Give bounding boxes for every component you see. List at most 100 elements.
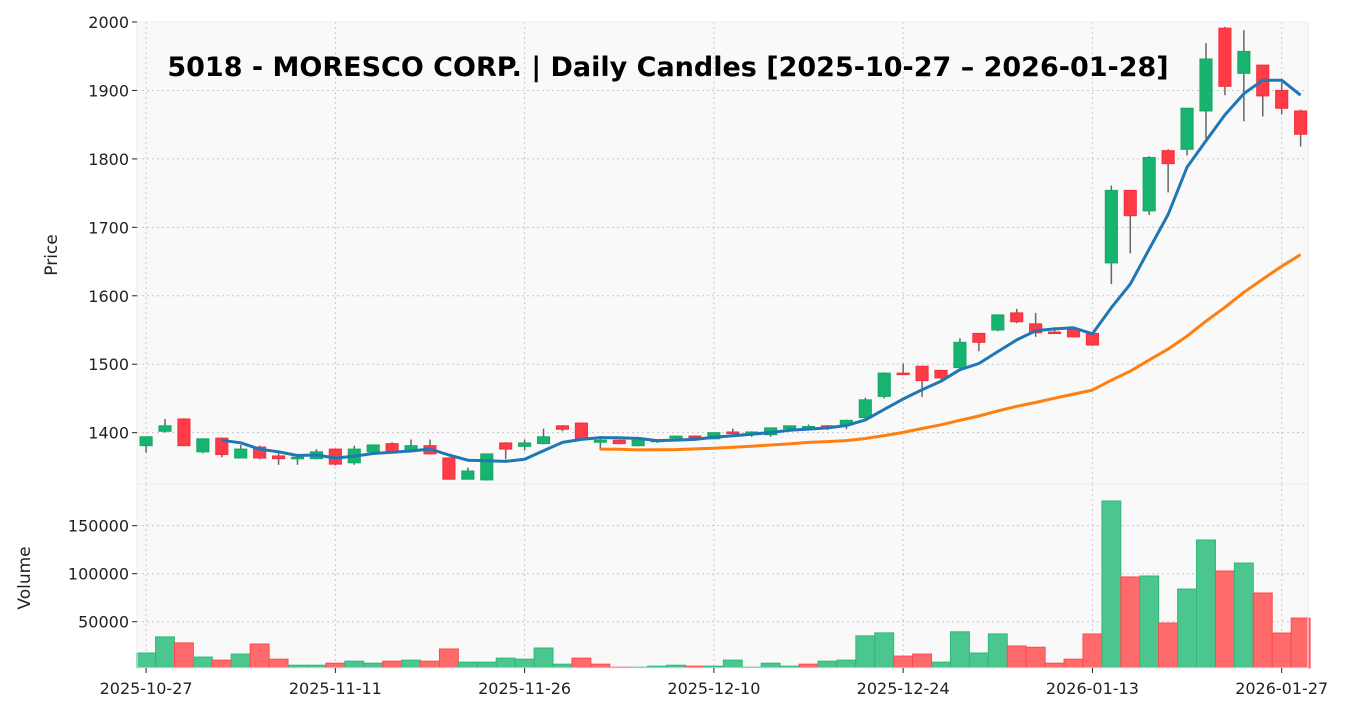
volume-tick-label: 150000	[68, 517, 129, 536]
volume-bar-up	[1233, 562, 1254, 669]
candle-down	[1010, 312, 1024, 323]
volume-bar-down	[173, 642, 194, 669]
volume-bar-up	[836, 659, 857, 669]
volume-bar-up	[949, 631, 970, 669]
volume-bar-up	[931, 661, 951, 669]
volume-bar-up	[987, 633, 1008, 669]
candle-up	[196, 438, 210, 453]
chart-title: 5018 - MORESCO CORP. | Daily Candles [20…	[167, 52, 1168, 83]
candle-down	[972, 332, 986, 343]
price-tick-label: 1600	[88, 287, 129, 306]
volume-bar-up	[495, 657, 516, 669]
candle-down	[1123, 189, 1137, 217]
candle-down	[915, 365, 929, 382]
volume-bar-up	[136, 652, 157, 669]
ma25-line	[600, 253, 1302, 452]
volume-axis-label: Volume	[15, 546, 35, 609]
candle-down	[574, 422, 588, 440]
candle-down	[612, 439, 626, 445]
axis-ticks: 1400 1500 1600 1700 1800 1900 2000 50000 100000 1…	[68, 13, 1328, 698]
price-panel-background	[137, 22, 1308, 484]
candle-up	[518, 442, 532, 447]
date-tick-label: 2025-12-24	[857, 679, 950, 698]
volume-bar-down	[1006, 645, 1027, 669]
price-tick-label: 1800	[88, 150, 129, 169]
volume-bar-up	[514, 658, 535, 669]
volume-bar-down	[1214, 570, 1235, 669]
volume-bar-down	[382, 660, 403, 669]
candle-down	[1218, 27, 1232, 87]
volume-bar-down	[1044, 662, 1065, 669]
price-axis-label: Price	[42, 234, 62, 275]
date-tick-label: 2025-11-26	[478, 679, 571, 698]
volume-bar-down	[438, 648, 459, 669]
volume-bar-down	[1252, 592, 1273, 669]
volume-bar-up	[230, 653, 251, 669]
candle-down	[1161, 150, 1175, 165]
volume-bar-down	[268, 658, 289, 669]
candle-down	[1275, 89, 1289, 109]
candle-up	[139, 436, 153, 447]
candle-down	[555, 425, 570, 430]
candle-up	[783, 425, 797, 430]
price-tick-label: 2000	[88, 13, 129, 32]
candle-up	[290, 456, 305, 460]
candle-up	[953, 341, 967, 369]
candle-down	[726, 431, 740, 434]
volume-tick-label: 100000	[68, 565, 129, 584]
volume-bar-up	[1196, 539, 1216, 669]
volume-bar-up	[760, 662, 781, 669]
candle-up	[536, 436, 551, 445]
volume-bar-down	[1063, 658, 1084, 669]
volume-bar-up	[363, 662, 384, 669]
candle-up	[234, 448, 248, 459]
volume-bars	[136, 500, 1311, 669]
date-tick-label: 2026-01-13	[1046, 679, 1139, 698]
date-tick-label: 2026-01-27	[1235, 679, 1328, 698]
date-tick-label: 2025-10-27	[100, 679, 193, 698]
volume-bar-up	[155, 636, 175, 669]
candle-up	[158, 425, 172, 432]
candle-down	[177, 418, 191, 447]
candles	[139, 26, 1308, 481]
candle-up	[1199, 58, 1213, 112]
candle-up	[631, 439, 645, 447]
volume-bar-up	[968, 652, 989, 669]
price-tick-label: 1400	[88, 424, 129, 443]
volume-bar-up	[457, 661, 478, 669]
candle-up	[480, 453, 494, 481]
candle-down	[1048, 331, 1062, 335]
candle-down	[688, 435, 702, 439]
candle-down	[385, 443, 399, 452]
candle-down	[1029, 323, 1043, 334]
volume-bar-up	[192, 656, 213, 669]
volume-bar-down	[1271, 632, 1292, 669]
candle-up	[1142, 157, 1156, 212]
volume-tick-label: 50000	[78, 613, 129, 632]
date-tick-label: 2025-11-11	[289, 679, 382, 698]
volume-bar-down	[1025, 646, 1046, 669]
candle-down	[499, 442, 513, 450]
candle-down	[896, 372, 910, 376]
volume-bar-up	[552, 663, 573, 669]
candle-up	[366, 444, 380, 453]
ma5-line	[221, 78, 1302, 463]
candle-up	[877, 372, 891, 397]
candle-up	[461, 470, 475, 480]
volume-bar-up	[874, 632, 895, 669]
volume-bar-down	[893, 655, 914, 669]
volume-bar-up	[1139, 575, 1160, 669]
volume-bar-down	[1082, 633, 1103, 669]
volume-bar-down	[249, 643, 270, 669]
volume-bar-down	[420, 660, 440, 669]
volume-bar-down	[1290, 617, 1311, 669]
price-tick-label: 1900	[88, 81, 129, 100]
volume-bar-down	[211, 659, 232, 669]
volume-panel-frame	[136, 483, 1309, 669]
volume-bar-up	[1177, 588, 1198, 669]
candle-up	[669, 435, 683, 439]
candle-up	[991, 314, 1005, 331]
price-tick-label: 1700	[88, 218, 129, 237]
candle-down	[934, 369, 948, 379]
